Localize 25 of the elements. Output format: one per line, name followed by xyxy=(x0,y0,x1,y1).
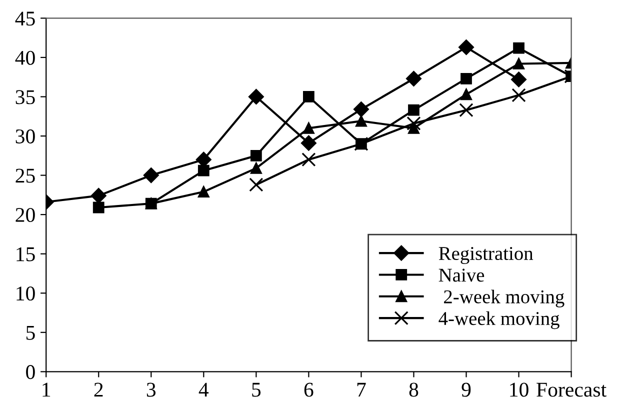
y-tick-label: 15 xyxy=(16,247,35,262)
legend-label: 2-week moving xyxy=(444,290,564,308)
y-tick-label: 10 xyxy=(16,286,35,301)
x-tick-label: 4 xyxy=(198,382,209,397)
y-tick-label: 0 xyxy=(26,365,35,380)
y-tick-label: 30 xyxy=(16,129,35,144)
y-tick-label: 40 xyxy=(15,50,35,65)
x-tick-label: 3 xyxy=(146,382,156,397)
y-tick-label: 25 xyxy=(16,168,35,183)
x-tick-label: 8 xyxy=(409,382,418,397)
x-tick-label: 10 xyxy=(510,382,528,397)
x-tick-label: 6 xyxy=(304,382,314,397)
legend-label: 4-week moving xyxy=(438,311,560,330)
y-tick-label: 20 xyxy=(16,208,35,222)
y-tick-label: 35 xyxy=(16,90,35,104)
legend-label: Registration xyxy=(438,246,534,264)
y-tick-label: 5 xyxy=(26,326,35,340)
x-tick-label: 2 xyxy=(94,382,103,397)
x-tick-label: 5 xyxy=(252,382,261,397)
x-tick-label: Forecast xyxy=(536,382,606,397)
legend-label: Naive xyxy=(438,268,484,282)
y-tick-label: 45 xyxy=(15,12,35,26)
x-tick-label: 7 xyxy=(357,382,366,397)
x-tick-label: 9 xyxy=(462,382,471,397)
x-tick-label: 1 xyxy=(42,382,50,397)
